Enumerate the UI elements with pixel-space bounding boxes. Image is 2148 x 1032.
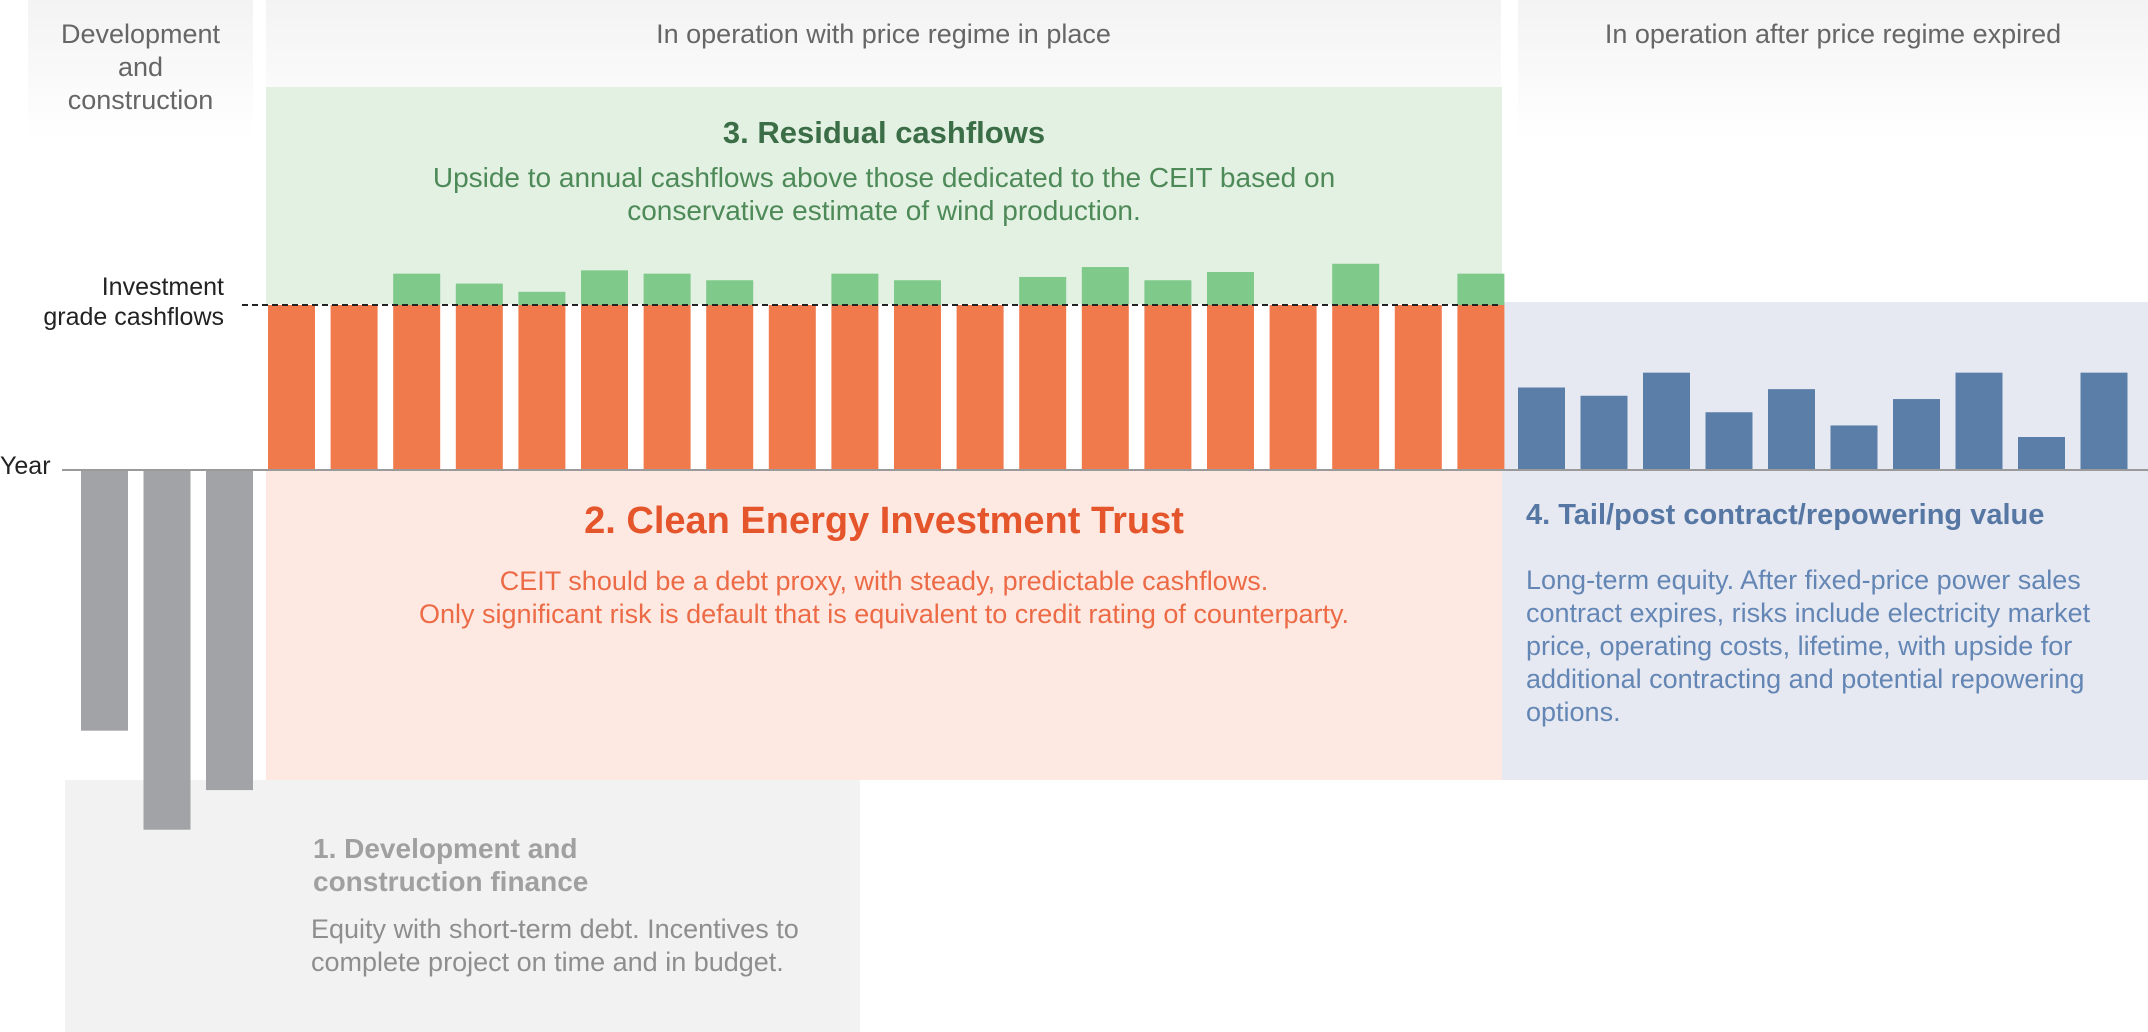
tail-bar [1893, 399, 1940, 470]
residual-bar [831, 273, 879, 305]
ceit-bar [1144, 305, 1192, 470]
residual-bar [1207, 272, 1254, 305]
construction-bar [143, 470, 191, 830]
ceit-bar [330, 305, 378, 470]
ceit-bar [706, 305, 754, 470]
residual-cashflows-box: 3. Residual cashflows Upside to annual c… [266, 87, 1502, 304]
tail-bar [1955, 372, 2003, 470]
ceit-bar [643, 305, 691, 470]
residual-bar [1081, 267, 1129, 305]
residual-cashflows-title: 3. Residual cashflows [722, 115, 1046, 150]
ceit-bar [1269, 305, 1317, 470]
tail-bar [1705, 412, 1753, 470]
residual-bar [518, 291, 566, 305]
development-box: 1. Development and construction finance … [65, 780, 860, 1032]
residual-bar [1457, 273, 1505, 305]
ceit-bar [831, 305, 879, 470]
residual-bar [393, 273, 441, 305]
residual-bar [706, 280, 754, 305]
ceit-bar [768, 305, 816, 470]
development-text: Equity with short-term debt. Incentives … [311, 914, 799, 977]
tail-text: Long-term equity. After fixed-price powe… [1526, 565, 2091, 727]
tail-bar [1643, 372, 1690, 470]
ceit-bar [1394, 305, 1442, 470]
header-in-operation-label: In operation with price regime in place [656, 19, 1111, 49]
tail-bar [1768, 389, 1815, 470]
ceit-box: 2. Clean Energy Investment Trust CEIT sh… [266, 470, 1502, 780]
tail-bar [2080, 372, 2128, 470]
header-development: Development and construction [28, 0, 253, 140]
ceit-bar [268, 305, 315, 470]
residual-bar [1332, 263, 1380, 305]
residual-bar [894, 280, 941, 305]
ceit-bar [393, 305, 441, 470]
tail-bar [1580, 395, 1628, 470]
tail-box: 4. Tail/post contract/repowering value L… [1502, 302, 2148, 780]
header-development-label: Development and construction [60, 19, 221, 115]
residual-bar [1144, 280, 1192, 305]
ceit-text-line2: Only significant risk is default that is… [419, 599, 1349, 629]
ceit-bar [455, 305, 503, 470]
development-title: 1. Development and construction finance [313, 833, 589, 897]
tail-bar [2018, 437, 2065, 470]
construction-bar [206, 470, 253, 791]
ceit-bar [1081, 305, 1129, 470]
header-after-expired: In operation after price regime expired [1518, 0, 2148, 140]
residual-cashflows-text: Upside to annual cashflows above those d… [432, 162, 1336, 226]
construction-bar [81, 470, 128, 731]
year-label: Year [0, 452, 51, 480]
header-after-expired-label: In operation after price regime expired [1604, 19, 2062, 49]
ceit-bar [518, 305, 566, 470]
tail-bar [1830, 425, 1878, 470]
ceit-bar [894, 305, 941, 470]
ceit-bar [1207, 305, 1254, 470]
ceit-bar [1019, 305, 1067, 470]
ceit-bar [1332, 305, 1380, 470]
ceit-bar [581, 305, 628, 470]
ceit-bar [1457, 305, 1505, 470]
residual-bar [643, 273, 691, 305]
ceit-bar [956, 305, 1004, 470]
residual-bar [1019, 276, 1067, 305]
tail-title: 4. Tail/post contract/repowering value [1526, 499, 2045, 531]
residual-bar [581, 270, 628, 305]
tail-bar [1518, 387, 1565, 470]
residual-bar [455, 283, 503, 305]
investment-grade-label: Investment grade cashflows [43, 273, 224, 331]
ceit-title: 2. Clean Energy Investment Trust [584, 500, 1184, 542]
ceit-text-line1: CEIT should be a debt proxy, with steady… [499, 566, 1269, 596]
